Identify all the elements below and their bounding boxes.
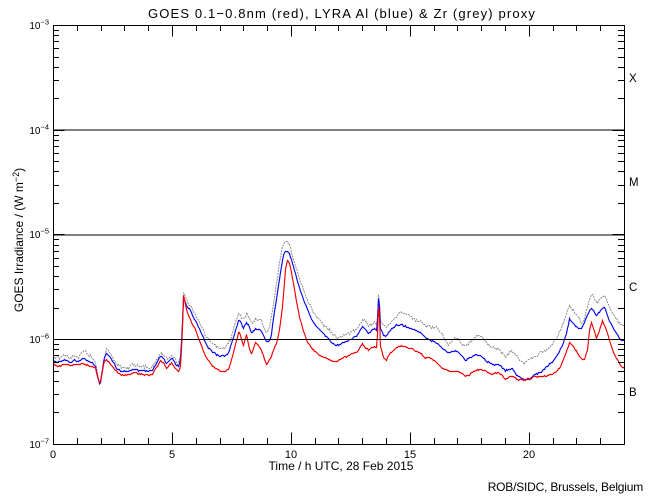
svg-text:B: B	[629, 387, 637, 399]
svg-text:C: C	[629, 282, 637, 294]
svg-text:5: 5	[169, 449, 175, 461]
svg-text:0: 0	[50, 449, 56, 461]
svg-text:ROB/SIDC, Brussels, Belgium: ROB/SIDC, Brussels, Belgium	[488, 480, 644, 494]
svg-text:X: X	[629, 73, 637, 85]
svg-text:10: 10	[285, 449, 297, 461]
svg-text:GOES Irradiance / (W m−2): GOES Irradiance / (W m−2)	[11, 168, 26, 312]
svg-text:15: 15	[404, 449, 416, 461]
svg-text:M: M	[629, 177, 639, 189]
svg-text:20: 20	[523, 449, 535, 461]
svg-text:Time / h UTC, 28 Feb 2015: Time / h UTC, 28 Feb 2015	[269, 459, 414, 473]
svg-text:GOES 0.1−0.8nm (red), LYRA Al: GOES 0.1−0.8nm (red), LYRA Al (blue) & Z…	[148, 6, 536, 21]
